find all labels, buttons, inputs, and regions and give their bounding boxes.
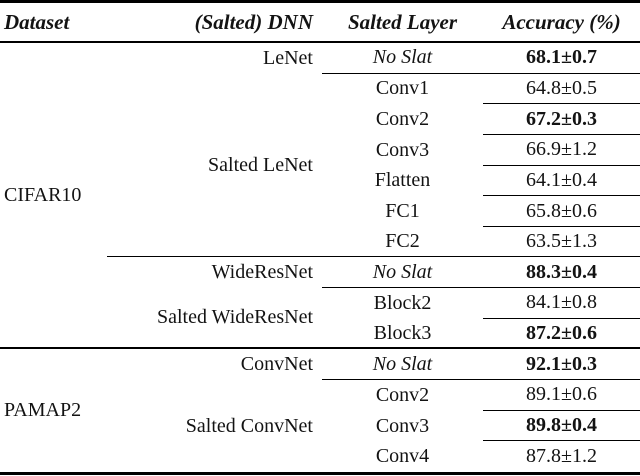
layer-cell: No Slat — [322, 43, 483, 74]
layer-cell: Block3 — [322, 319, 483, 350]
layer-cell: Conv2 — [375, 383, 430, 406]
dnn-salted-convnet: Salted ConvNet — [185, 414, 313, 437]
layer-cell: Flatten — [374, 169, 431, 192]
accuracy-cell: 67.2±0.3 — [483, 104, 640, 135]
dnn-salted-lenet: Salted LeNet — [107, 74, 322, 258]
dnn-convnet: ConvNet — [240, 353, 313, 376]
dnn-salted-wideresnet: Salted WideResNet — [107, 288, 322, 350]
layer-cell: No Slat — [322, 349, 483, 381]
accuracy-cell: 64.1±0.4 — [483, 166, 640, 197]
accuracy-cell: 68.1±0.7 — [483, 43, 640, 74]
dataset-cifar10: CIFAR10 — [0, 43, 107, 350]
accuracy-cell: 66.9±1.2 — [483, 135, 640, 166]
layer-cell: Conv1 — [375, 77, 430, 100]
accuracy-cell: 84.1±0.8 — [483, 288, 640, 319]
layer-cell: Conv2 — [375, 108, 430, 131]
layer-cell: Conv3 — [375, 138, 430, 161]
accuracy-cell: 64.8±0.5 — [483, 74, 640, 105]
accuracy-cell: 87.2±0.6 — [483, 319, 640, 350]
layer-cell: Block2 — [373, 291, 432, 314]
header-salted-layer: Salted Layer — [322, 3, 483, 43]
header-dnn: (Salted) DNN — [107, 3, 322, 43]
layer-cell: FC2 — [322, 227, 483, 258]
dataset-pamap2: PAMAP2 — [4, 399, 82, 422]
accuracy-cell: 65.8±0.6 — [483, 196, 640, 227]
accuracy-cell: 88.3±0.4 — [483, 257, 640, 289]
accuracy-cell: 89.8±0.4 — [483, 411, 640, 442]
layer-cell: Conv3 — [375, 414, 430, 437]
layer-cell: Conv4 — [375, 445, 430, 468]
dnn-wideresnet: WideResNet — [211, 261, 313, 284]
accuracy-cell: 87.8±1.2 — [526, 445, 597, 468]
layer-cell: FC1 — [385, 200, 420, 223]
layer-cell: No Slat — [322, 257, 483, 289]
dnn-lenet: LeNet — [263, 46, 313, 69]
accuracy-cell: 89.1±0.6 — [483, 380, 640, 411]
accuracy-cell: 63.5±1.3 — [483, 227, 640, 258]
header-accuracy: Accuracy (%) — [483, 3, 640, 43]
accuracy-cell: 92.1±0.3 — [483, 349, 640, 381]
header-dataset: Dataset — [0, 3, 107, 43]
